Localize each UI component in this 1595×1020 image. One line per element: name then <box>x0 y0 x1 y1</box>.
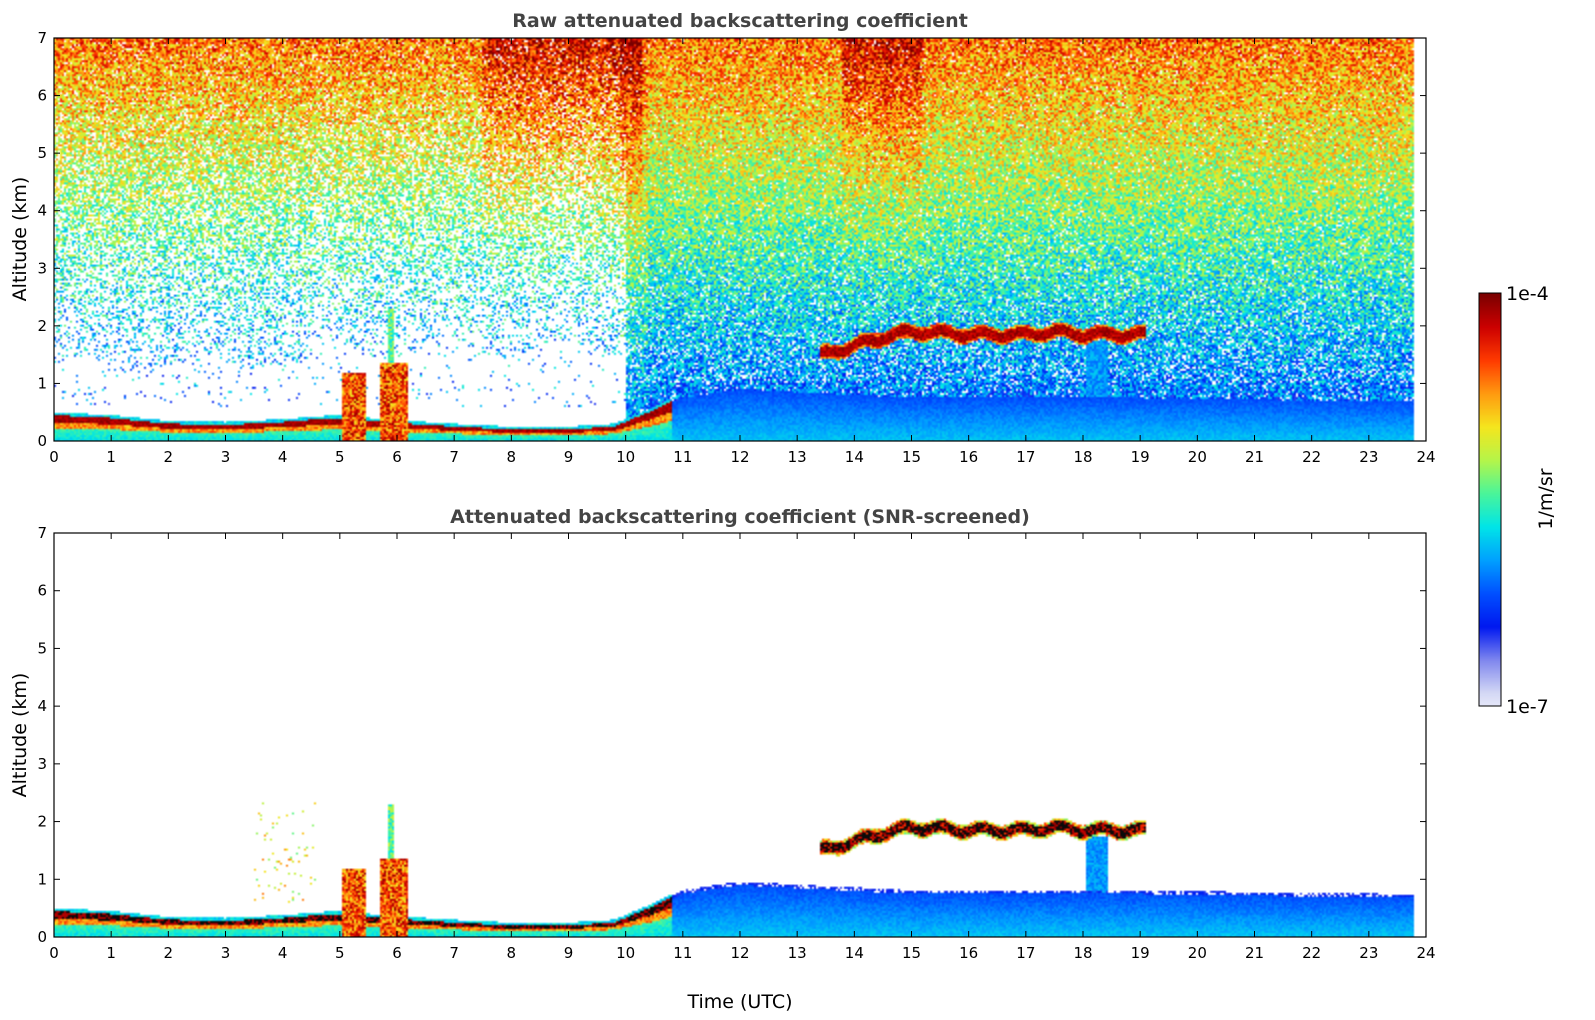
x-tick-label: 21 <box>1245 944 1264 962</box>
x-tick-label: 12 <box>730 448 749 466</box>
x-tick-label: 24 <box>1416 944 1435 962</box>
x-tick-label: 23 <box>1359 448 1378 466</box>
x-tick-label: 19 <box>1131 944 1150 962</box>
x-tick-label: 10 <box>616 448 635 466</box>
x-tick-label: 2 <box>164 448 174 466</box>
x-tick-label: 20 <box>1188 448 1207 466</box>
x-tick-label: 22 <box>1302 944 1321 962</box>
x-tick-label: 23 <box>1359 944 1378 962</box>
x-tick-label: 16 <box>959 944 978 962</box>
y-tick-label: 5 <box>37 144 47 162</box>
y-tick-label: 7 <box>37 524 47 542</box>
colorbar-frame <box>1478 292 1502 707</box>
panel-screened-frame <box>53 532 1427 938</box>
y-tick-label: 6 <box>37 582 47 600</box>
panel-raw-frame <box>53 37 1427 442</box>
y-tick-label: 5 <box>37 639 47 657</box>
x-tick-label: 4 <box>278 448 288 466</box>
x-tick-label: 6 <box>392 944 402 962</box>
y-tick-label: 0 <box>37 432 47 450</box>
y-tick-label: 3 <box>37 755 47 773</box>
panel-raw-heatmap <box>54 38 1426 441</box>
panel-screened-xlabel: Time (UTC) <box>686 991 792 1013</box>
x-tick-label: 17 <box>1016 448 1035 466</box>
x-tick-label: 11 <box>673 944 692 962</box>
colorbar-max-label: 1e-4 <box>1506 283 1549 305</box>
colorbar-min-label: 1e-7 <box>1506 696 1549 718</box>
x-tick-label: 16 <box>959 448 978 466</box>
x-tick-label: 2 <box>164 944 174 962</box>
panel-raw-ylabel: Altitude (km) <box>9 177 31 302</box>
panel-raw: Raw attenuated backscattering coefficien… <box>9 10 1436 466</box>
x-tick-label: 14 <box>845 448 864 466</box>
x-tick-label: 7 <box>449 944 459 962</box>
y-tick-label: 6 <box>37 87 47 105</box>
x-tick-label: 0 <box>49 944 59 962</box>
x-tick-label: 6 <box>392 448 402 466</box>
x-tick-label: 0 <box>49 448 59 466</box>
y-tick-label: 2 <box>37 813 47 831</box>
x-tick-label: 9 <box>564 448 574 466</box>
x-tick-label: 15 <box>902 944 921 962</box>
panel-raw-title: Raw attenuated backscattering coefficien… <box>512 10 968 32</box>
x-tick-label: 13 <box>788 448 807 466</box>
panel-screened-title: Attenuated backscattering coefficient (S… <box>450 506 1030 528</box>
x-tick-label: 4 <box>278 944 288 962</box>
x-tick-label: 15 <box>902 448 921 466</box>
colorbar-gradient <box>1479 293 1501 706</box>
y-tick-label: 4 <box>37 697 47 715</box>
y-tick-label: 0 <box>37 928 47 946</box>
x-tick-label: 11 <box>673 448 692 466</box>
x-tick-label: 3 <box>221 448 231 466</box>
x-tick-label: 5 <box>335 448 345 466</box>
x-tick-label: 13 <box>788 944 807 962</box>
x-tick-label: 24 <box>1416 448 1435 466</box>
colorbar-unit-label: 1/m/sr <box>1535 468 1557 529</box>
x-tick-label: 22 <box>1302 448 1321 466</box>
x-tick-label: 17 <box>1016 944 1035 962</box>
y-tick-label: 4 <box>37 202 47 220</box>
x-tick-label: 1 <box>106 448 116 466</box>
x-tick-label: 18 <box>1073 944 1092 962</box>
panel-screened: Attenuated backscattering coefficient (S… <box>9 506 1436 1013</box>
panel-screened-ylabel: Altitude (km) <box>9 673 31 798</box>
x-tick-label: 8 <box>507 448 517 466</box>
y-tick-label: 2 <box>37 317 47 335</box>
y-tick-label: 1 <box>37 870 47 888</box>
x-tick-label: 1 <box>106 944 116 962</box>
x-tick-label: 5 <box>335 944 345 962</box>
x-tick-label: 21 <box>1245 448 1264 466</box>
x-tick-label: 8 <box>507 944 517 962</box>
x-tick-label: 7 <box>449 448 459 466</box>
colorbar: 1e-4 1e-7 1/m/sr <box>1478 283 1557 718</box>
y-tick-label: 1 <box>37 374 47 392</box>
panel-screened-heatmap <box>54 533 1426 937</box>
x-tick-label: 9 <box>564 944 574 962</box>
x-tick-label: 14 <box>845 944 864 962</box>
panel-raw-ticks: 0 1 2 3 4 5 6 7 8 9 10 11 12 13 14 15 16 17 18 19 20 21 22 23 24… <box>37 29 1435 466</box>
x-tick-label: 20 <box>1188 944 1207 962</box>
x-tick-label: 10 <box>616 944 635 962</box>
x-tick-label: 3 <box>221 944 231 962</box>
x-tick-label: 19 <box>1131 448 1150 466</box>
y-tick-label: 7 <box>37 29 47 47</box>
x-tick-label: 12 <box>730 944 749 962</box>
x-tick-label: 18 <box>1073 448 1092 466</box>
y-tick-label: 3 <box>37 259 47 277</box>
